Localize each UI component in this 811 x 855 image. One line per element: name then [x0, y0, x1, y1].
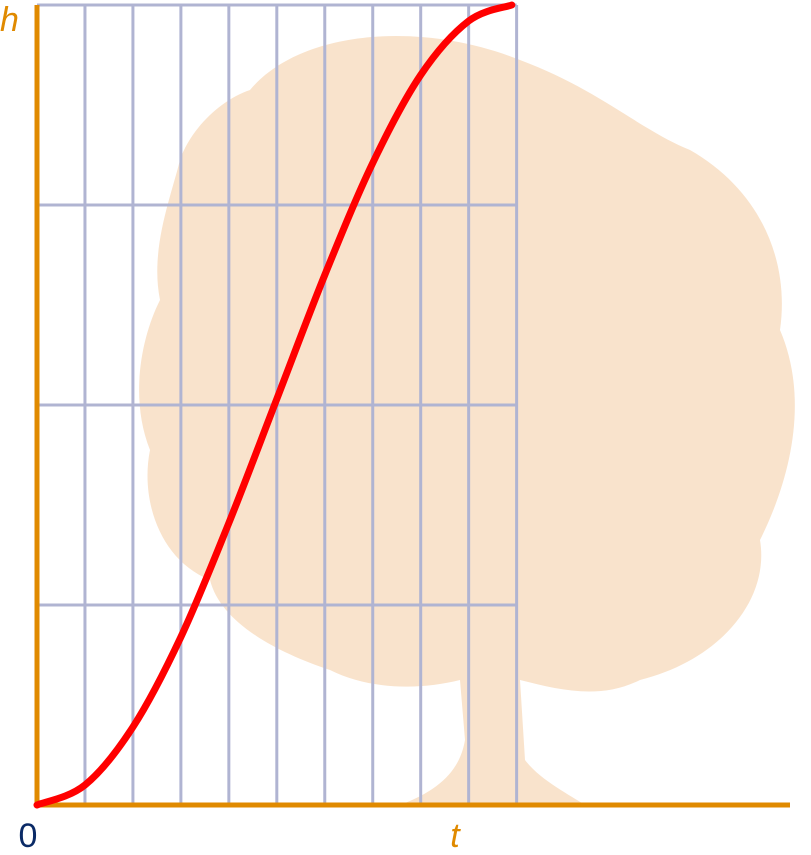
y-axis-label: h [0, 1, 19, 39]
x-axis-label: t [450, 817, 461, 855]
marks [33, 1, 516, 809]
origin-label: 0 [19, 817, 38, 855]
axes [34, 5, 790, 808]
tree-silhouette [139, 35, 795, 805]
tree-background [139, 35, 795, 805]
curve [33, 1, 516, 809]
